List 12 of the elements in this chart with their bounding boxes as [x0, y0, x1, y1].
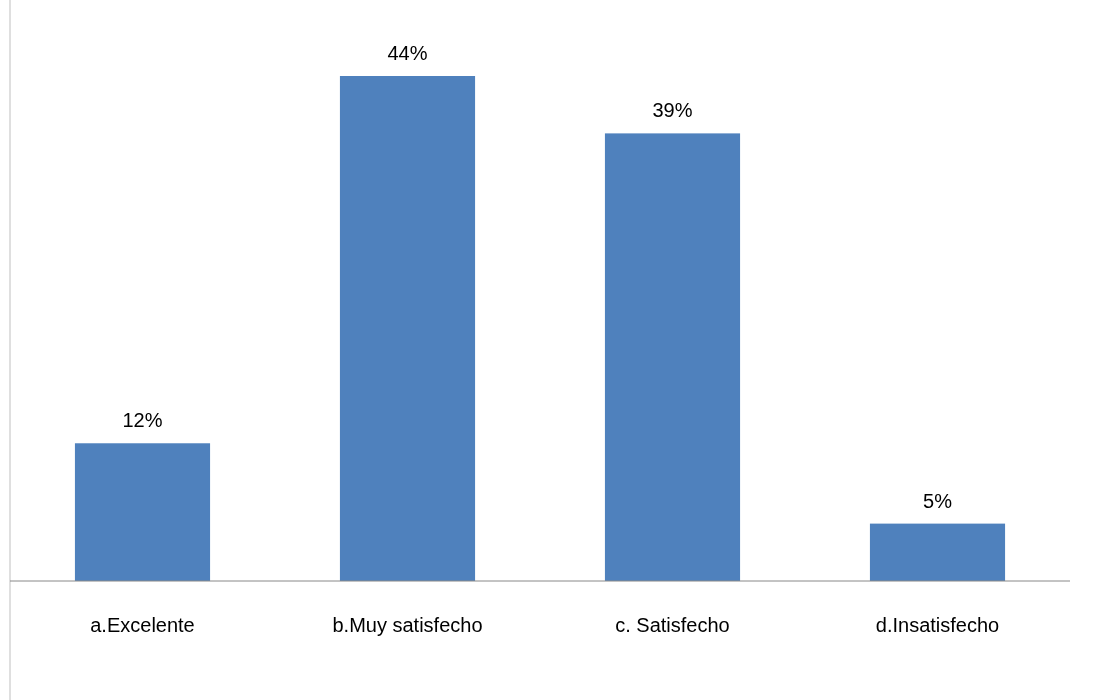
bar: [74, 443, 211, 581]
x-tick-label: c. Satisfecho: [615, 614, 730, 636]
x-tick-label: b.Muy satisfecho: [332, 614, 483, 636]
data-label: 44%: [387, 42, 428, 64]
bar: [604, 133, 741, 581]
bar: [339, 76, 476, 581]
data-label: 39%: [652, 99, 693, 122]
x-tick-label: a.Excelente: [90, 614, 195, 636]
bar: [869, 523, 1006, 581]
data-label: 12%: [122, 409, 163, 432]
data-label: 5%: [923, 489, 953, 512]
x-tick-label: d.Insatisfecho: [875, 614, 1000, 636]
